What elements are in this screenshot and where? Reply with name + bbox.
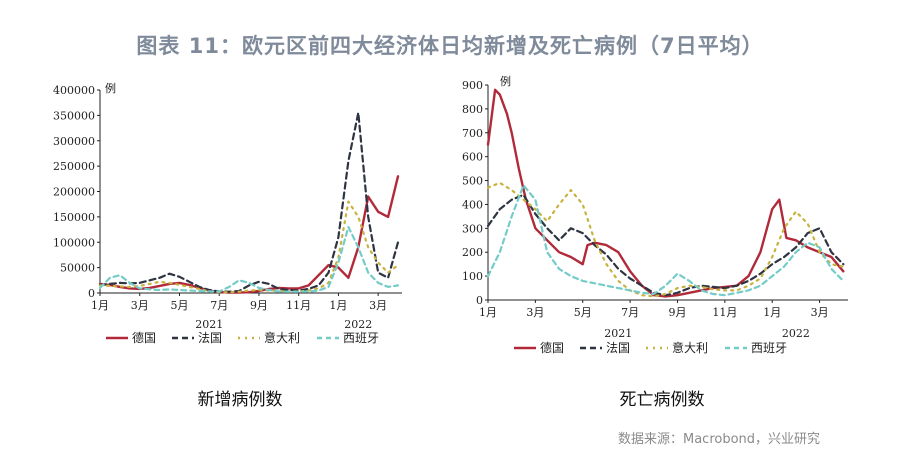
y-tick-label: 300 [462, 222, 483, 235]
source-note: 数据来源：Macrobond，兴业研究 [618, 432, 821, 447]
x-year-label: 2022 [782, 327, 810, 340]
chart-new-cases: 0 50000 100000 150000 200000 250000 300000 3500… [53, 81, 402, 345]
y-tick-label: 100 [462, 270, 483, 283]
y-tick-label: 700 [462, 127, 483, 140]
y-tick-label: 400 [462, 198, 483, 211]
series-line-3 [98, 225, 400, 293]
series-line-0 [486, 88, 845, 298]
x-tick-label: 1月 [479, 306, 497, 319]
y-tick-label: 150000 [53, 211, 95, 224]
x-tick-label: 1月 [91, 299, 109, 312]
y-tick-label: 200000 [53, 186, 95, 199]
x-year-label: 2022 [344, 318, 372, 331]
x-tick-label: 1月 [329, 299, 347, 312]
x-tick-label: 9月 [250, 299, 268, 312]
y-tick-label: 0 [476, 294, 483, 307]
caption-deaths: 死亡病例数 [619, 390, 705, 410]
y-tick-label: 600 [462, 151, 483, 164]
legend-label-3: 西班牙 [751, 341, 787, 355]
y-tick-label: 50000 [60, 262, 95, 275]
x-tick-label: 1月 [763, 306, 781, 319]
x-tick-label: 9月 [668, 306, 686, 319]
series-line-2 [486, 181, 845, 298]
chart-deaths: 0 100 200 300 400 500 600 700 800 900 例 1月 3月 5月 7月 9月 1… [462, 74, 848, 355]
x-tick-label: 7月 [210, 299, 228, 312]
x-year-label: 2021 [195, 318, 223, 331]
legend-label-1: 法国 [198, 331, 222, 345]
legend-label-0: 德国 [540, 340, 564, 355]
y-tick-label: 100000 [53, 236, 95, 249]
y-tick-label: 300000 [53, 135, 95, 148]
x-tick-label: 3月 [369, 299, 387, 312]
series-line-1 [486, 193, 845, 297]
y-tick-label: 800 [462, 103, 483, 116]
y-tick-label: 900 [462, 79, 483, 92]
page-title: 图表 11：欧元区前四大经济体日均新增及死亡病例（7日平均） [136, 34, 764, 58]
series-line-0 [98, 175, 400, 294]
x-tick-label: 3月 [526, 306, 544, 319]
x-year-label: 2021 [604, 327, 632, 340]
x-tick-label: 5月 [574, 306, 592, 319]
series-line-1 [98, 111, 400, 293]
y-tick-label: 350000 [53, 109, 95, 122]
x-tick-label: 11月 [286, 299, 311, 312]
y-tick-label: 500 [462, 175, 483, 188]
legend-label-2: 意大利 [264, 330, 300, 345]
y-tick-label: 0 [88, 287, 95, 300]
legend-label-0: 德国 [132, 330, 156, 345]
x-tick-label: 3月 [131, 299, 149, 312]
caption-new-cases: 新增病例数 [197, 390, 283, 410]
x-tick-label: 11月 [712, 306, 737, 319]
x-tick-label: 7月 [621, 306, 639, 319]
unit-label: 例 [105, 81, 116, 95]
y-tick-label: 400000 [53, 84, 95, 97]
series-line-2 [98, 200, 400, 294]
y-tick-label: 200 [462, 246, 483, 259]
x-tick-label: 3月 [811, 306, 829, 319]
legend-label-2: 意大利 [672, 340, 708, 355]
unit-label: 例 [500, 74, 511, 88]
y-tick-label: 250000 [53, 160, 95, 173]
legend-label-1: 法国 [606, 341, 630, 355]
legend-label-3: 西班牙 [343, 331, 379, 345]
x-tick-label: 5月 [170, 299, 188, 312]
series-line-3 [486, 184, 845, 297]
